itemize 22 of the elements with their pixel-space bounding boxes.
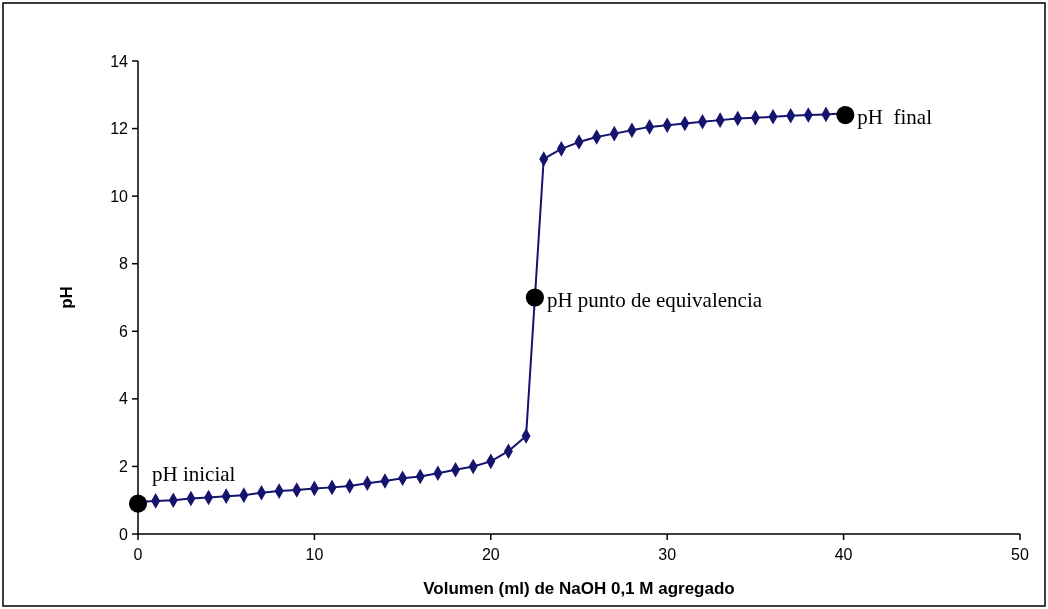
point (128, 494, 148, 513)
y-tick-label: 12 (110, 120, 129, 138)
y-tick-label: 8 (119, 255, 129, 273)
x-tick-label: 40 (834, 546, 853, 563)
annotation: pH inicial (152, 461, 236, 486)
y-tick-label: 2 (119, 458, 129, 476)
x-tick-label: 30 (658, 546, 677, 563)
y-tick-label: 0 (119, 525, 129, 543)
y-tick-label: 14 (110, 52, 129, 70)
x-axis-title: Volumen (ml) de NaOH 0,1 M agregado (423, 579, 735, 598)
y-tick-label: 10 (110, 187, 129, 205)
x-tick-label: 0 (133, 546, 143, 563)
x-tick-label: 50 (1011, 546, 1029, 563)
y-tick-label: 6 (119, 322, 129, 340)
y-axis-title: pH (57, 286, 76, 309)
y-tick-label: 4 (119, 390, 129, 408)
annotation: pH final (857, 105, 933, 130)
point (836, 105, 855, 125)
x-tick-label: 10 (305, 546, 324, 563)
x-tick-label: 20 (481, 546, 500, 563)
annotation: pH punto de equivalencia (546, 287, 763, 312)
point (525, 288, 544, 307)
